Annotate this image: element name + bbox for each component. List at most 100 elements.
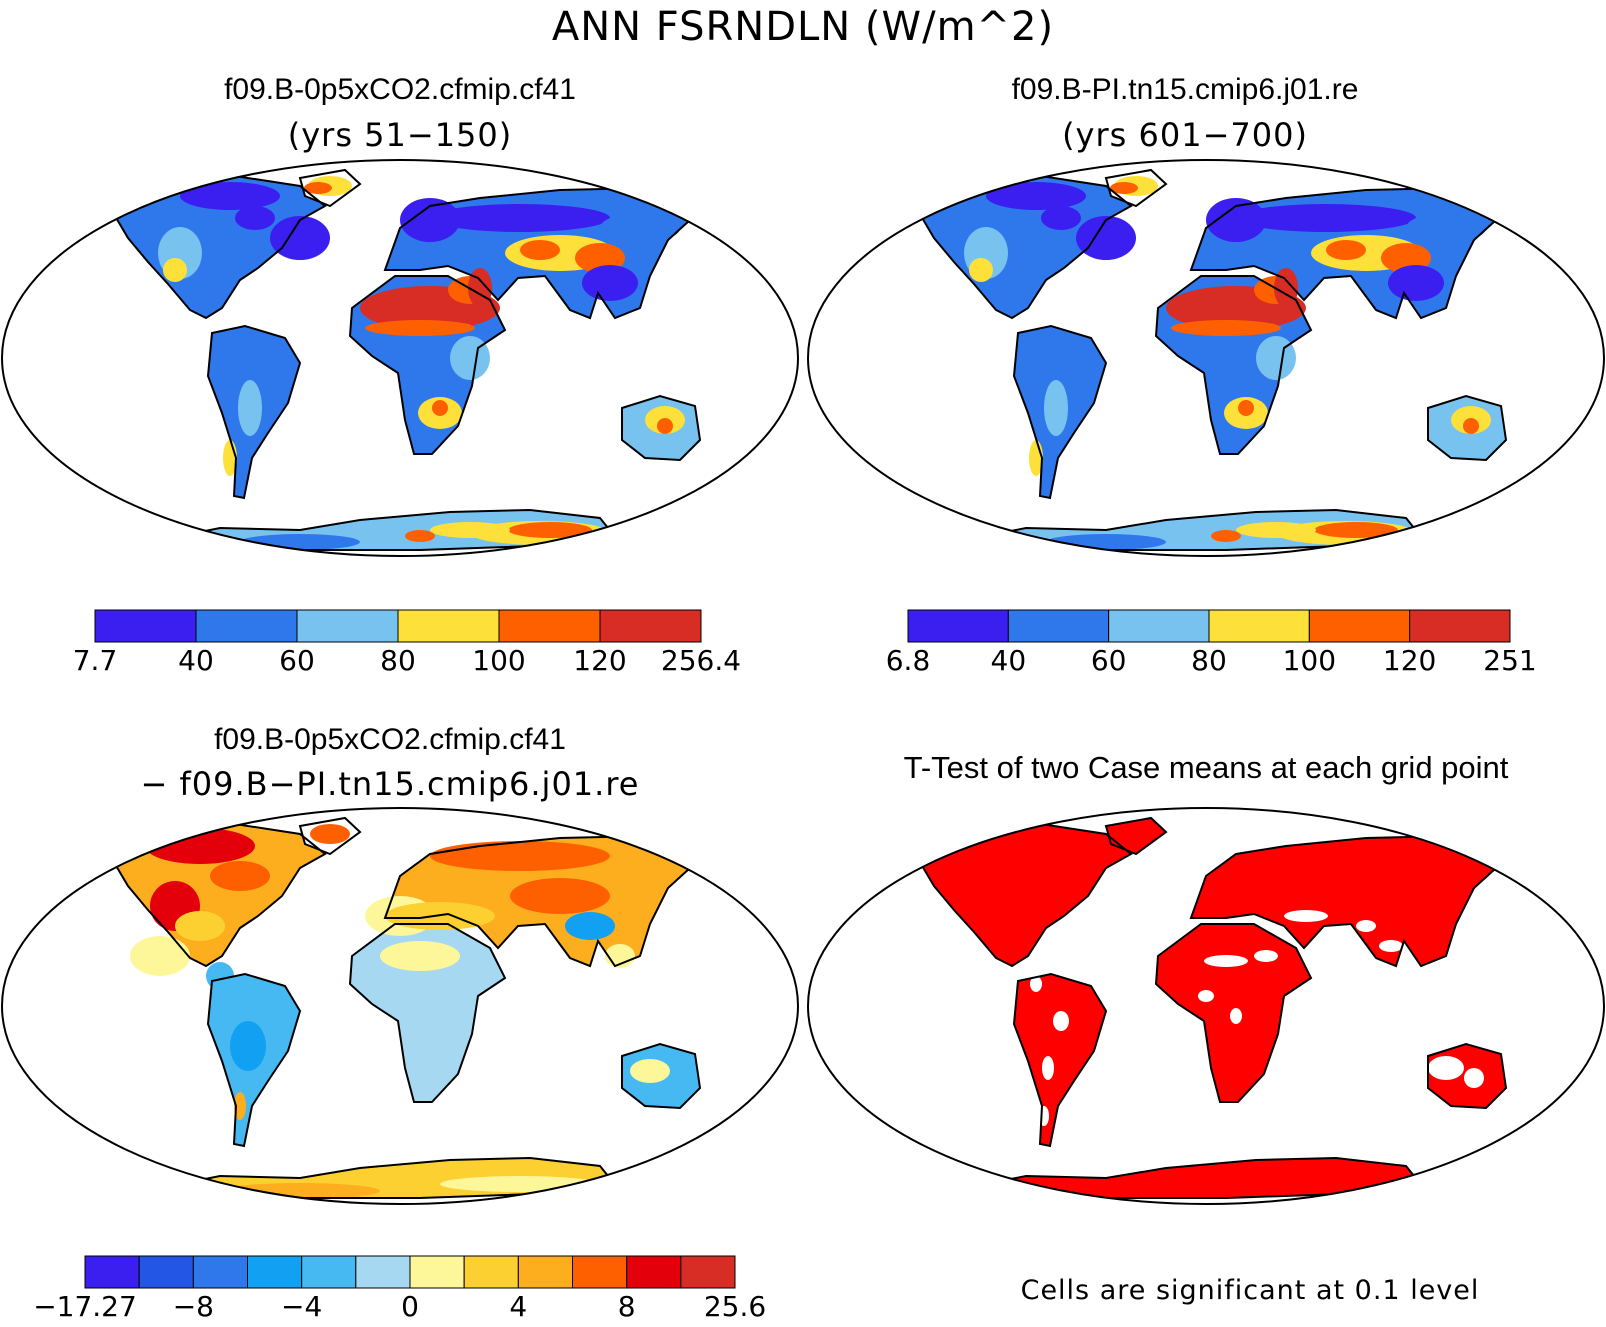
field-patch	[450, 336, 490, 380]
colorbar-bin	[301, 1255, 357, 1289]
nonsignificant-patch	[1254, 950, 1278, 962]
coastline-antarctica	[950, 1156, 1429, 1199]
land-africa	[350, 924, 505, 1102]
colorbar-tick-label: 40	[178, 644, 214, 677]
colorbar-case2: 6.8 40 60 80 100 120 251	[886, 609, 1537, 677]
field-patch	[1044, 380, 1068, 436]
colorbar-bin	[138, 1255, 194, 1289]
field-patch	[130, 936, 190, 976]
field-patch	[145, 828, 255, 864]
field-patch	[510, 878, 610, 914]
field-patch	[508, 522, 592, 538]
colorbar-tick-label: 0	[401, 1290, 419, 1323]
field-patch	[430, 522, 510, 538]
field-patch	[380, 941, 460, 971]
panel2-subtitle: (yrs 601−700)	[1062, 116, 1308, 154]
coastline-antarctica	[950, 508, 1429, 551]
coastline-samerica	[1012, 972, 1108, 1148]
panel4-title: T-Test of two Case means at each grid po…	[903, 750, 1509, 785]
panel1-subtitle: (yrs 51−150)	[287, 116, 513, 154]
map-case1	[1, 159, 799, 557]
colorbar-tick-label: 8	[617, 1290, 636, 1323]
colorbar-tick-label: 100	[1282, 644, 1337, 677]
field-patch	[657, 418, 673, 434]
field-patch	[1256, 336, 1296, 380]
figure-title: ANN FSRNDLN (W/m^2)	[551, 4, 1055, 50]
colorbar-case1: 7.7 40 60 80 100 120 256.4	[73, 609, 741, 677]
colorbar-tick-label: −17.27	[33, 1290, 137, 1323]
nonsignificant-patch	[1198, 990, 1214, 1002]
field-patch	[520, 240, 560, 260]
colorbar-bin	[463, 1255, 519, 1289]
nonsignificant-patch	[1379, 940, 1403, 952]
coastline-eurasia	[383, 186, 707, 320]
field-patch	[304, 182, 332, 194]
colorbar-tick-label: 251	[1483, 644, 1537, 677]
colorbar-tick-label: 256.4	[660, 644, 742, 677]
colorbar-bin	[1108, 609, 1210, 643]
nonsignificant-patch	[933, 900, 949, 912]
coastline-eurasia	[383, 834, 707, 968]
coastline-greenland	[298, 816, 362, 856]
colorbar-difference: −17.27 −8 −4 0 4 8 25.6	[33, 1255, 766, 1323]
coastline-greenland	[1104, 816, 1168, 856]
coastline-greenland	[298, 168, 362, 208]
coastline-australia	[1427, 1042, 1508, 1110]
field-patch	[430, 204, 610, 232]
field-patch	[1326, 240, 1366, 260]
map-boundary	[1, 159, 799, 557]
nonsignificant-patch	[1356, 920, 1376, 932]
field-patch	[270, 216, 330, 260]
colorbar-bin	[397, 609, 500, 643]
colorbar-bin	[498, 609, 601, 643]
panel3-title: f09.B-0p5xCO2.cfmip.cf41	[214, 723, 566, 756]
colorbar-tick-label: 60	[1090, 644, 1127, 677]
field-patch	[1206, 198, 1266, 242]
coastline-australia	[621, 394, 702, 462]
colorbar-tick-label: 60	[279, 644, 315, 677]
field-patch	[1211, 530, 1241, 542]
colorbar-bin	[1208, 609, 1310, 643]
colorbar-bin	[247, 1255, 303, 1289]
field-patch	[1463, 418, 1479, 434]
field-patch	[1076, 216, 1136, 260]
colorbar-bin	[517, 1255, 574, 1289]
colorbar-tick-label: 40	[990, 644, 1027, 677]
map-case2	[807, 159, 1605, 557]
coastline-namerica	[113, 822, 327, 968]
field-patch	[310, 824, 350, 844]
field-patch	[1406, 213, 1486, 243]
coastline-samerica	[206, 972, 302, 1148]
field-patch	[400, 198, 460, 242]
colorbar-bin	[1007, 609, 1110, 643]
field-patch	[210, 861, 270, 891]
map-boundary	[807, 159, 1605, 557]
coastline-greenland	[1104, 168, 1168, 208]
coastline-africa	[348, 275, 507, 455]
nonsignificant-patch	[1284, 910, 1328, 922]
nonsignificant-patch	[1030, 976, 1042, 992]
colorbar-bin	[599, 609, 702, 643]
panel2-title: f09.B-PI.tn15.cmip6.j01.re	[1011, 73, 1359, 106]
field-patch	[235, 206, 275, 230]
colorbar-bin	[84, 1255, 140, 1289]
colorbar-bin	[409, 1255, 465, 1289]
coastline-australia	[1427, 394, 1508, 462]
nonsignificant-patch	[1053, 1011, 1069, 1031]
colorbar-tick-label: 7.7	[72, 644, 118, 677]
nonsignificant-patch	[946, 916, 966, 936]
colorbar-tick-label: 6.8	[885, 644, 931, 677]
colorbar-bin	[195, 609, 298, 643]
field-patch	[238, 380, 262, 436]
colorbar-tick-label: 120	[573, 644, 627, 677]
colorbar-tick-label: 4	[509, 1290, 528, 1323]
coastline-namerica	[919, 174, 1133, 320]
nonsignificant-patch	[1230, 1008, 1242, 1024]
field-patch	[1236, 204, 1416, 232]
field-patch	[1238, 400, 1254, 416]
field-patch	[1236, 522, 1316, 538]
land-samerica	[1014, 974, 1106, 1146]
colorbar-tick-label: 25.6	[703, 1290, 767, 1323]
colorbar-bin	[192, 1255, 249, 1289]
panel3-subtitle: − f09.B−PI.tn15.cmip6.j01.re	[140, 765, 640, 803]
